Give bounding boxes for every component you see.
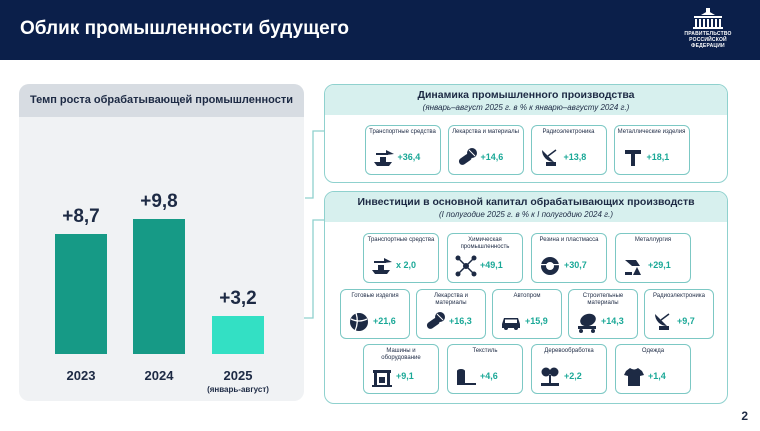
- card-value: +18,1: [646, 152, 670, 162]
- card-value: +16,3: [449, 316, 472, 326]
- card-label: Транспортные средства: [369, 129, 436, 135]
- investment-card: Радиоэлектроника +9,7: [644, 289, 714, 339]
- tree-saw-icon: [538, 365, 562, 394]
- card-label: Транспортные средства: [367, 237, 435, 243]
- metallurgy-icon: [622, 254, 646, 283]
- card-value: +14,3: [601, 316, 624, 326]
- production-card: Металлические изделия +18,1: [613, 125, 690, 175]
- molecule-icon: [454, 254, 478, 283]
- card-label: Лекарства и материалы: [434, 293, 468, 306]
- card-value: +14,6: [480, 152, 504, 162]
- satellite-dish-icon: [538, 146, 562, 175]
- ball-icon: [347, 310, 371, 339]
- card-value: +49,1: [480, 260, 503, 270]
- card-value: +1,4: [648, 371, 666, 381]
- investments-panel: Инвестиции в основной капитал обрабатыва…: [324, 191, 728, 404]
- investment-card: Машины и оборудование +9,1: [363, 344, 439, 394]
- fabric-roll-icon: [454, 365, 478, 394]
- investment-card: Деревообработка +2,2: [531, 344, 607, 394]
- tire-icon: [538, 254, 562, 283]
- investment-card: Текстиль +4,6: [447, 344, 523, 394]
- investments-subtitle: (I полугодие 2025 г. в % к I полугодию 2…: [438, 210, 613, 219]
- chart-title: Темп роста обрабатывающей промышленности: [19, 84, 304, 117]
- production-panel: Динамика промышленного производства (янв…: [324, 84, 728, 183]
- card-value: +36,4: [397, 152, 421, 162]
- card-label: Деревообработка: [544, 348, 594, 354]
- investment-card: Резина и пластмасса +30,7: [531, 233, 607, 283]
- card-label: Лекарства и материалы: [452, 129, 519, 135]
- investment-card: Готовые изделия +21,6: [340, 289, 410, 339]
- bar-value-label: +8,7: [62, 205, 100, 227]
- bar-2024: [133, 218, 185, 354]
- page-number: 2: [741, 409, 748, 423]
- card-label: Металлические изделия: [617, 129, 686, 135]
- logo-line-2: РОССИЙСКОЙ: [689, 37, 727, 43]
- card-value: +13,8: [563, 152, 587, 162]
- investments-title: Инвестиции в основной капитал обрабатыва…: [357, 196, 695, 208]
- investment-card: Химическая промышленность +49,1: [447, 233, 523, 283]
- logo-line-3: ФЕДЕРАЦИИ: [691, 43, 725, 49]
- logo-line-1: ПРАВИТЕЛЬСТВО: [684, 31, 732, 37]
- card-label: Радиоэлектроника: [653, 293, 705, 299]
- card-value: +30,7: [564, 260, 587, 270]
- year-label: 2023: [66, 368, 96, 383]
- concrete-mixer-icon: [575, 310, 599, 339]
- production-header: Динамика промышленного производства (янв…: [325, 85, 727, 115]
- production-title: Динамика промышленного производства: [417, 89, 635, 101]
- page-title: Облик промышленности будущего: [20, 18, 349, 39]
- bar-value-label: +9,8: [140, 190, 178, 212]
- card-label: Автопром: [513, 293, 541, 299]
- card-label: Одежда: [641, 348, 665, 354]
- bar-value-label: +3,2: [219, 288, 257, 310]
- investment-card: Одежда +1,4: [615, 344, 691, 394]
- tshirt-icon: [622, 365, 646, 394]
- header-bar: Облик промышленности будущего ПРАВИТЕЛЬС…: [0, 0, 760, 60]
- government-logo: ПРАВИТЕЛЬСТВО РОССИЙСКОЙ ФЕДЕРАЦИИ: [678, 8, 738, 49]
- production-subtitle: (январь–август 2025 г. в % к январю–авгу…: [422, 103, 630, 112]
- metal-profile-icon: [621, 146, 645, 175]
- investments-header: Инвестиции в основной капитал обрабатыва…: [325, 192, 727, 222]
- ship-plane-icon: [372, 146, 396, 175]
- pills-icon: [455, 146, 479, 175]
- card-label: Химическая промышленность: [460, 237, 510, 250]
- production-card: Транспортные средства +36,4: [364, 125, 441, 175]
- year-label: 2024: [144, 368, 174, 383]
- bar-2023: [55, 233, 107, 354]
- card-label: Строительные материалы: [582, 293, 624, 306]
- card-value: +9,1: [396, 371, 414, 381]
- card-value: +29,1: [648, 260, 671, 270]
- investment-card: Транспортные средства х 2,0: [363, 233, 439, 283]
- card-value: х 2,0: [396, 260, 417, 270]
- investment-card: Лекарства и материалы +16,3: [416, 289, 486, 339]
- card-value: +4,6: [480, 371, 498, 381]
- card-label: Машины и оборудование: [381, 348, 421, 361]
- card-label: Радиоэлектроника: [542, 129, 595, 135]
- production-card: Радиоэлектроника +13,8: [530, 125, 607, 175]
- machine-icon: [370, 365, 394, 394]
- production-card: Лекарства и материалы +14,6: [447, 125, 524, 175]
- card-label: Текстиль: [472, 348, 498, 354]
- card-value: +9,7: [677, 316, 695, 326]
- bar-2025: [212, 316, 264, 354]
- growth-chart-panel: Темп роста обрабатывающей промышленности…: [19, 84, 304, 401]
- card-label: Резина и пластмасса: [539, 237, 599, 243]
- year-label: 2025: [223, 368, 253, 383]
- card-label: Металлургия: [634, 237, 672, 243]
- investment-card: Автопром +15,9: [492, 289, 562, 339]
- building-icon: [693, 8, 723, 29]
- card-value: +2,2: [564, 371, 582, 381]
- card-value: +15,9: [525, 316, 548, 326]
- ship-plane-icon: [370, 254, 394, 283]
- pills-icon: [423, 310, 447, 339]
- card-label: Готовые изделия: [351, 293, 399, 299]
- satellite-dish-icon: [651, 310, 675, 339]
- investment-card: Металлургия +29,1: [615, 233, 691, 283]
- investment-card: Строительные материалы +14,3: [568, 289, 638, 339]
- car-icon: [499, 310, 523, 339]
- year-note: (январь-август): [207, 385, 269, 394]
- card-value: +21,6: [373, 316, 396, 326]
